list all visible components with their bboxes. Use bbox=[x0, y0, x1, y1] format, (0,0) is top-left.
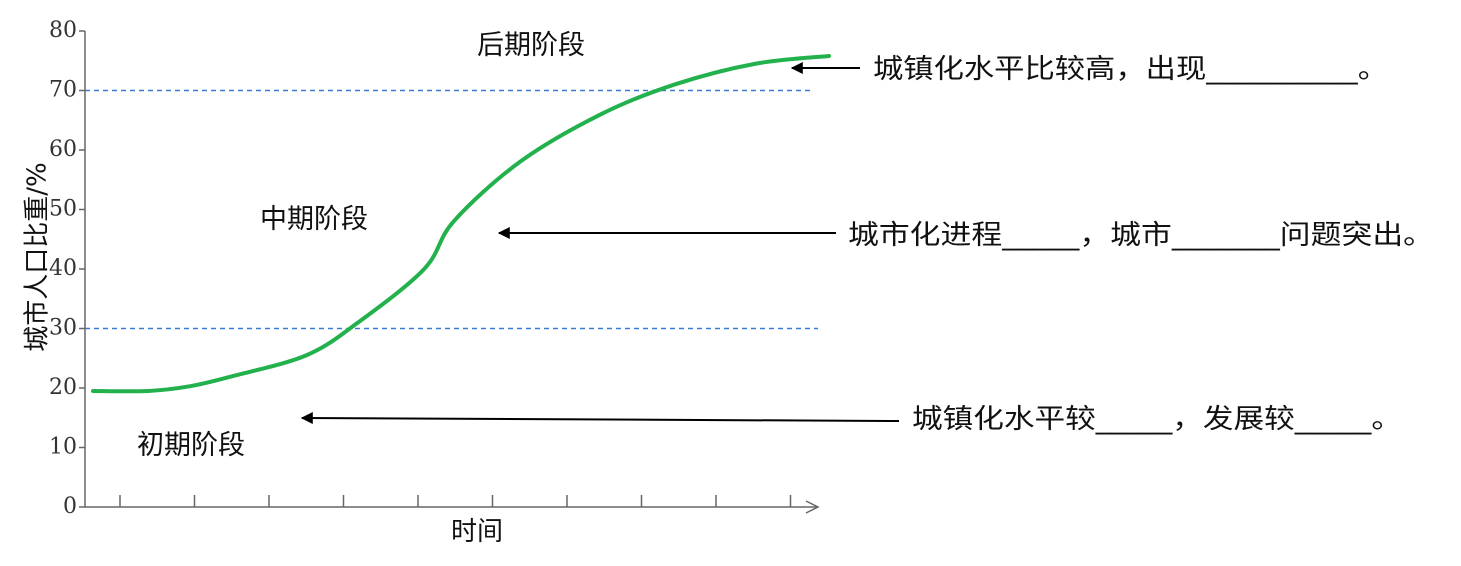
x-axis-title: 时间 bbox=[451, 517, 503, 547]
arrow-early bbox=[300, 412, 900, 425]
y-tick-label: 70 bbox=[49, 78, 77, 103]
stage-label-middle: 中期阶段 bbox=[260, 204, 368, 235]
x-axis-arrowhead bbox=[805, 500, 820, 514]
annotation-middle: 城市化进程_____，城市_______问题突出。 bbox=[848, 220, 1434, 251]
y-tick-label: 10 bbox=[49, 435, 77, 460]
stage-label-late: 后期阶段 bbox=[477, 30, 585, 61]
y-tick-label: 80 bbox=[49, 18, 77, 43]
stage-label-early: 初期阶段 bbox=[137, 430, 245, 461]
reference-lines bbox=[85, 89, 818, 330]
y-axis-title: 城市人口比重/% bbox=[23, 162, 53, 351]
y-tick-label: 20 bbox=[49, 375, 77, 400]
series-line-0 bbox=[91, 53, 831, 394]
y-tick-label: 50 bbox=[49, 197, 77, 222]
y-tick-label: 0 bbox=[63, 494, 77, 519]
annotation-early: 城镇化水平较_____，发展较_____。 bbox=[912, 404, 1402, 435]
y-tick-label: 30 bbox=[49, 316, 77, 341]
axes: 0 10 20 30 40 50 60 70 80 bbox=[49, 18, 820, 519]
series-layer bbox=[91, 53, 831, 394]
y-tick-label: 40 bbox=[49, 256, 77, 281]
annotation-late: 城镇化水平比较高，出现__________。 bbox=[873, 54, 1388, 85]
y-tick-label: 60 bbox=[49, 137, 77, 162]
